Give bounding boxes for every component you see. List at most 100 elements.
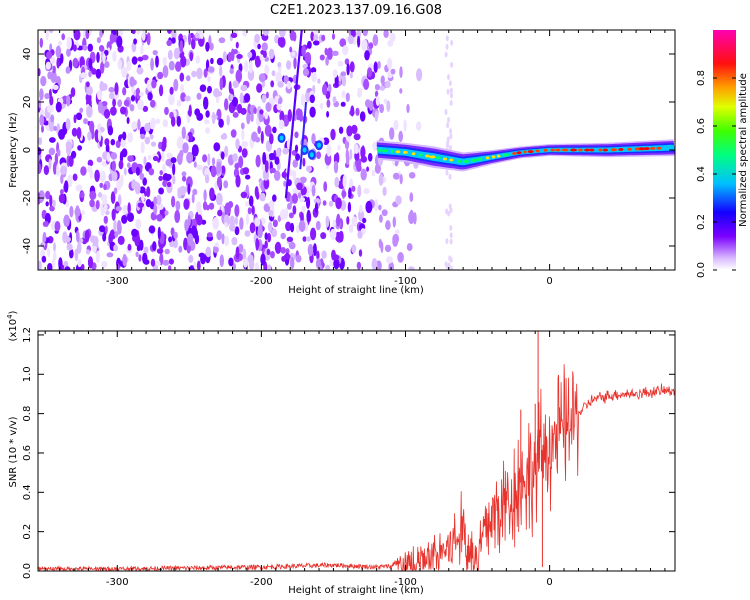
noise-blob: [141, 30, 146, 41]
noise-blob: [95, 250, 100, 264]
noise-blob: [141, 54, 149, 61]
noise-blob: [142, 177, 147, 186]
noise-blob: [283, 180, 287, 187]
colorbar-tick-label: 0.4: [696, 166, 707, 182]
noise-blob: [138, 254, 142, 262]
snr-multiplier: (x104): [6, 310, 19, 341]
noise-blob: [69, 248, 74, 259]
snr-plot-area: [38, 331, 675, 571]
noise-blob: [292, 159, 299, 168]
noise-blob: [240, 122, 245, 130]
noise-blob: [193, 161, 197, 168]
noise-blob: [79, 191, 85, 199]
noise-blob: [211, 157, 216, 166]
noise-blob: [360, 146, 366, 159]
noise-blob: [286, 80, 292, 90]
noise-blob: [326, 111, 330, 118]
noise-blob: [170, 157, 177, 164]
noise-blob: [108, 233, 113, 245]
noise-blob: [332, 96, 337, 104]
noise-blob: [373, 199, 379, 212]
noise-blob: [267, 264, 272, 270]
noise-blob: [135, 218, 142, 230]
noise-blob: [216, 57, 224, 66]
noise-blob: [54, 221, 61, 232]
noise-blob: [408, 172, 416, 179]
noise-blob: [265, 102, 272, 112]
noise-blob: [371, 169, 376, 177]
noise-blob: [446, 143, 449, 149]
y-tick-label: 20: [22, 96, 33, 109]
noise-blob: [41, 125, 44, 133]
noise-blob: [379, 85, 386, 91]
noise-blob: [282, 147, 290, 155]
noise-blob: [86, 105, 93, 118]
noise-blob: [406, 243, 413, 252]
signal-core: [598, 148, 603, 152]
noise-blob: [97, 192, 103, 198]
noise-blob: [89, 190, 97, 200]
noise-blob: [42, 231, 47, 243]
noise-blob: [406, 103, 410, 114]
noise-blob: [48, 147, 56, 156]
noise-blob: [171, 195, 176, 208]
noise-blob: [220, 134, 228, 140]
noise-blob: [326, 143, 332, 157]
noise-blob: [40, 75, 47, 87]
noise-blob: [219, 65, 223, 77]
noise-blob: [349, 149, 353, 160]
noise-blob: [395, 229, 400, 236]
signal-core: [443, 157, 447, 161]
noise-blob: [230, 32, 238, 38]
noise-blob: [378, 204, 382, 211]
signal-core: [435, 156, 441, 160]
noise-blob: [445, 43, 449, 50]
y-tick-label: 1.2: [22, 327, 33, 343]
signal-blob: [279, 135, 284, 141]
noise-blob: [398, 130, 404, 142]
noise-blob: [226, 115, 230, 126]
noise-blob: [359, 204, 363, 214]
noise-blob: [309, 94, 315, 104]
y-tick-label: 0.0: [22, 563, 33, 579]
noise-blob: [38, 147, 42, 156]
noise-blob: [136, 67, 144, 75]
noise-blob: [82, 44, 88, 51]
noise-blob: [103, 184, 107, 191]
noise-blob: [187, 233, 194, 247]
noise-blob: [110, 152, 118, 160]
noise-blob: [313, 40, 320, 46]
noise-blob: [273, 170, 281, 182]
noise-blob: [176, 136, 184, 150]
noise-blob: [107, 125, 114, 136]
noise-blob: [232, 112, 239, 118]
noise-blob: [235, 69, 243, 83]
noise-blob: [261, 42, 268, 52]
noise-blob: [340, 71, 347, 77]
noise-blob: [102, 53, 106, 65]
noise-blob: [159, 84, 164, 97]
noise-blob: [227, 51, 232, 63]
noise-blob: [366, 166, 370, 172]
noise-blob: [191, 37, 196, 50]
noise-blob: [265, 91, 269, 99]
noise-blob: [157, 226, 161, 240]
noise-blob: [287, 202, 292, 210]
noise-blob: [325, 264, 331, 270]
noise-blob: [141, 193, 145, 203]
noise-blob: [349, 61, 355, 73]
noise-blob: [232, 153, 239, 162]
noise-blob: [241, 148, 248, 158]
noise-blob: [73, 30, 81, 41]
noise-blob: [335, 197, 342, 210]
noise-blob: [113, 187, 118, 195]
noise-blob: [155, 260, 161, 267]
noise-blob: [75, 184, 83, 192]
noise-blob: [446, 136, 450, 143]
noise-blob: [307, 40, 312, 49]
noise-blob: [172, 163, 176, 176]
signal-core: [429, 155, 436, 159]
noise-blob: [174, 210, 181, 223]
noise-blob: [131, 228, 138, 237]
noise-blob: [274, 156, 280, 165]
